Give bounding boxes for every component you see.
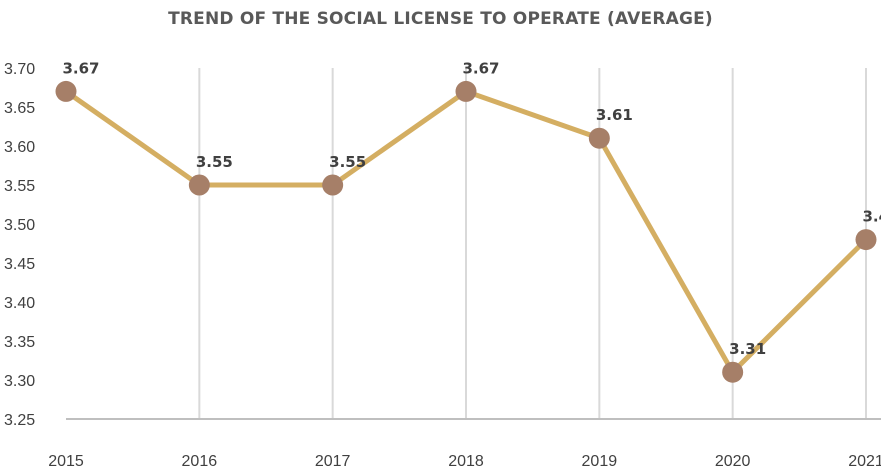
y-tick-label: 3.30: [4, 373, 35, 390]
y-tick-label: 3.55: [4, 178, 35, 195]
y-tick-label: 3.60: [4, 139, 35, 156]
data-label: 3.55: [196, 153, 233, 171]
data-point-marker: [322, 174, 344, 196]
x-tick-label: 2015: [48, 453, 84, 468]
x-axis-tick-labels: 2015 2016 2017 2018 2019 2020 2021: [48, 453, 881, 468]
chart-title: TREND OF THE SOCIAL LICENSE TO OPERATE (…: [168, 9, 713, 29]
y-tick-label: 3.45: [4, 256, 35, 273]
y-tick-label: 3.40: [4, 295, 35, 312]
data-label: 3.31: [729, 340, 766, 358]
x-tick-label: 2019: [582, 453, 618, 468]
x-tick-label: 2020: [715, 453, 751, 468]
data-point-marker: [55, 80, 77, 102]
data-point-marker: [722, 361, 744, 383]
data-point-marker: [188, 174, 210, 196]
data-point-marker: [588, 127, 610, 149]
y-tick-label: 3.70: [4, 61, 35, 78]
x-tick-label: 2018: [448, 453, 484, 468]
x-tick-label: 2016: [182, 453, 218, 468]
series-markers: [55, 80, 877, 383]
data-label: 3.61: [596, 106, 633, 124]
y-tick-label: 3.25: [4, 412, 35, 429]
y-axis-tick-labels: 3.25 3.30 3.35 3.40 3.45 3.50 3.55 3.60 3.65 3.70: [4, 61, 35, 429]
data-point-marker: [855, 229, 877, 251]
data-label: 3.48: [862, 208, 881, 226]
gridlines: [198, 68, 867, 419]
data-point-marker: [455, 80, 477, 102]
y-tick-label: 3.50: [4, 217, 35, 234]
x-tick-label: 2021: [848, 453, 881, 468]
x-tick-label: 2017: [315, 453, 351, 468]
y-tick-label: 3.65: [4, 100, 35, 117]
y-tick-label: 3.35: [4, 334, 35, 351]
data-labels: 3.67 3.55 3.55 3.67 3.61 3.31 3.48: [62, 59, 881, 358]
data-label: 3.55: [329, 153, 366, 171]
data-label: 3.67: [62, 59, 99, 77]
data-label: 3.67: [462, 59, 499, 77]
